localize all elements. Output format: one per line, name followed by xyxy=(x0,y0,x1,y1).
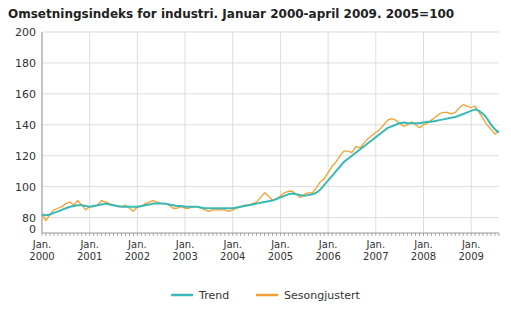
x-grid-line xyxy=(280,32,281,233)
x-tick-label-line: 2005 xyxy=(268,251,293,262)
y-grid-line xyxy=(42,155,499,156)
y-tick-label: 120 xyxy=(15,150,36,163)
x-tick-label-line: 2006 xyxy=(315,251,340,262)
x-tick-label: Jan.2003 xyxy=(172,239,197,262)
title: Omsetningsindeks for industri. Januar 20… xyxy=(8,7,454,21)
x-grid-line xyxy=(89,32,90,233)
x-tick-label-line: 2001 xyxy=(77,251,102,262)
legend-label: Sesongjustert xyxy=(284,289,361,302)
x-tick-label-line: 2004 xyxy=(220,251,245,262)
y-tick-label: 100 xyxy=(15,181,36,194)
axes: 801001201401601802000Jan.2000Jan.2001Jan… xyxy=(15,26,499,262)
x-grid-line xyxy=(423,32,424,233)
y-tick-label: 180 xyxy=(15,57,36,70)
x-tick-label-line: 2009 xyxy=(458,251,483,262)
x-tick-label-line: Jan. xyxy=(222,239,242,250)
grid xyxy=(42,32,499,233)
x-tick-label: Jan.2005 xyxy=(268,239,293,262)
x-tick-label: Jan.2009 xyxy=(458,239,483,262)
y-grid-line xyxy=(42,186,499,187)
chart: Omsetningsindeks for industri. Januar 20… xyxy=(0,0,511,311)
x-grid-line xyxy=(471,32,472,233)
x-grid-line xyxy=(137,32,138,233)
plot-area xyxy=(42,105,499,221)
x-tick-label-line: Jan. xyxy=(413,239,433,250)
x-tick-label: Jan.2006 xyxy=(315,239,340,262)
annotation: 0 xyxy=(29,223,36,236)
series-line xyxy=(42,105,499,221)
x-tick-label-line: 2003 xyxy=(172,251,197,262)
x-tick-label: Jan.2001 xyxy=(77,239,102,262)
x-tick-label-line: 2007 xyxy=(363,251,388,262)
y-grid-line xyxy=(42,93,499,94)
y-grid-line xyxy=(42,62,499,63)
y-tick-label: 140 xyxy=(15,119,36,132)
legend-swatch xyxy=(171,294,193,297)
y-axis-line xyxy=(42,32,43,233)
x-tick-label-line: Jan. xyxy=(79,239,99,250)
x-tick-label: Jan.2002 xyxy=(125,239,150,262)
x-tick-label-line: 2002 xyxy=(125,251,150,262)
x-tick-label: Jan.2000 xyxy=(29,239,54,262)
x-tick-label: Jan.2008 xyxy=(411,239,436,262)
x-tick-label: Jan.2004 xyxy=(220,239,245,262)
x-tick-label-line: Jan. xyxy=(318,239,338,250)
legend-swatch xyxy=(256,294,278,297)
x-tick-label-line: 2000 xyxy=(29,251,54,262)
y-grid-line xyxy=(42,217,499,218)
x-tick-label-line: Jan. xyxy=(175,239,195,250)
x-tick-label-line: Jan. xyxy=(32,239,52,250)
x-grid-line xyxy=(232,32,233,233)
x-tick-label-line: Jan. xyxy=(366,239,386,250)
legend: Trend Sesongjustert xyxy=(171,289,361,302)
y-tick-label: 160 xyxy=(15,88,36,101)
x-grid-line xyxy=(328,32,329,233)
x-tick-label-line: Jan. xyxy=(270,239,290,250)
x-grid-line xyxy=(185,32,186,233)
x-tick-label-line: Jan. xyxy=(461,239,481,250)
y-tick-label: 200 xyxy=(15,26,36,39)
legend-label: Trend xyxy=(198,289,229,302)
x-axis-line xyxy=(42,233,499,234)
x-grid-line xyxy=(42,32,43,233)
x-tick-label-line: Jan. xyxy=(127,239,147,250)
x-tick-label: Jan.2007 xyxy=(363,239,388,262)
y-grid-line xyxy=(42,124,499,125)
x-tick-label-line: 2008 xyxy=(411,251,436,262)
y-grid-line xyxy=(42,32,499,33)
series-line xyxy=(42,109,499,215)
